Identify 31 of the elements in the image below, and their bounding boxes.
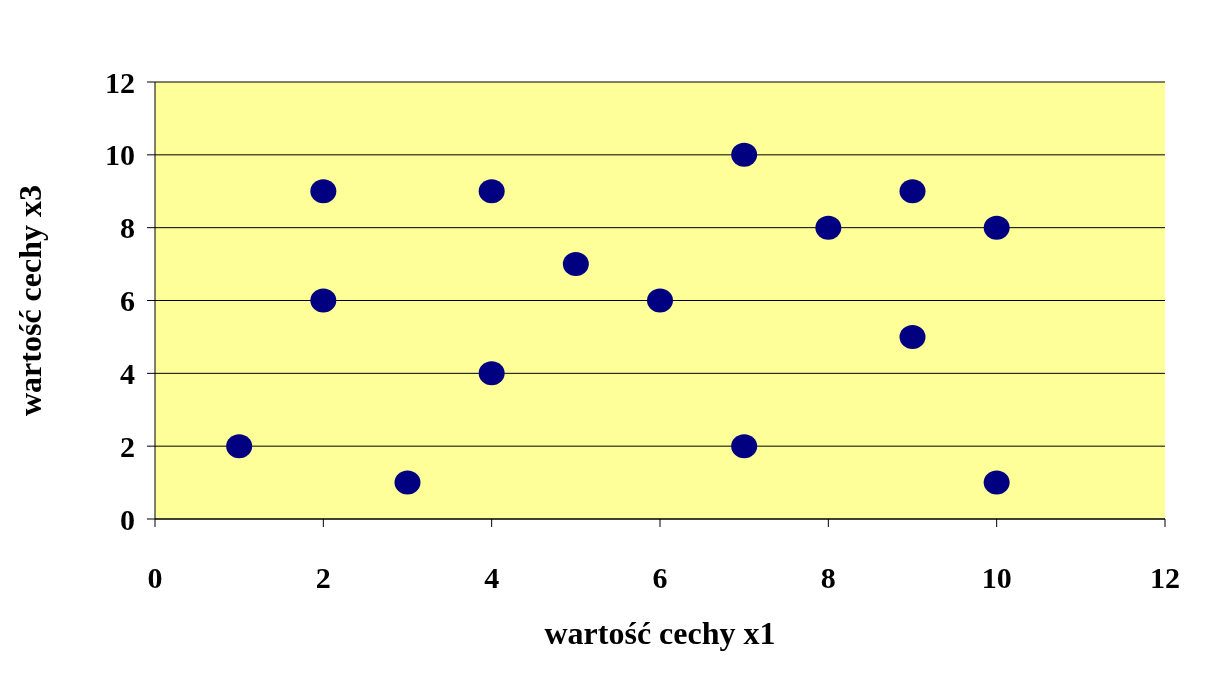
- x-tick-label: 0: [147, 561, 163, 595]
- point: [983, 215, 1010, 240]
- point: [899, 324, 926, 349]
- point: [815, 215, 842, 240]
- point: [310, 179, 337, 204]
- point: [647, 288, 673, 313]
- x-tick-label: 12: [1150, 561, 1180, 595]
- x-tick-label: 6: [652, 561, 668, 595]
- y-tick-label: 6: [120, 284, 135, 318]
- point: [478, 179, 505, 204]
- point: [562, 252, 589, 277]
- x-tick-label: 10: [981, 561, 1012, 595]
- y-tick-label: 2: [120, 429, 135, 463]
- x-axis-title: wartość cechy x1: [544, 615, 776, 651]
- point: [731, 142, 758, 167]
- y-tick-label: 8: [120, 211, 135, 245]
- point: [310, 288, 337, 313]
- y-tick-label: 0: [120, 502, 135, 536]
- x-tick-label: 4: [484, 561, 500, 595]
- point: [983, 470, 1010, 495]
- point: [226, 434, 253, 459]
- point: [731, 434, 758, 459]
- x-tick-label: 2: [315, 561, 331, 595]
- y-tick-label: 4: [120, 356, 135, 390]
- x-tick-label: 8: [820, 561, 836, 595]
- point: [394, 470, 421, 495]
- y-tick-label: 10: [105, 138, 135, 172]
- point: [478, 361, 505, 386]
- y-axis-title: wartość cechy x3: [12, 184, 49, 417]
- y-tick-label: 12: [105, 65, 135, 99]
- point: [899, 179, 926, 204]
